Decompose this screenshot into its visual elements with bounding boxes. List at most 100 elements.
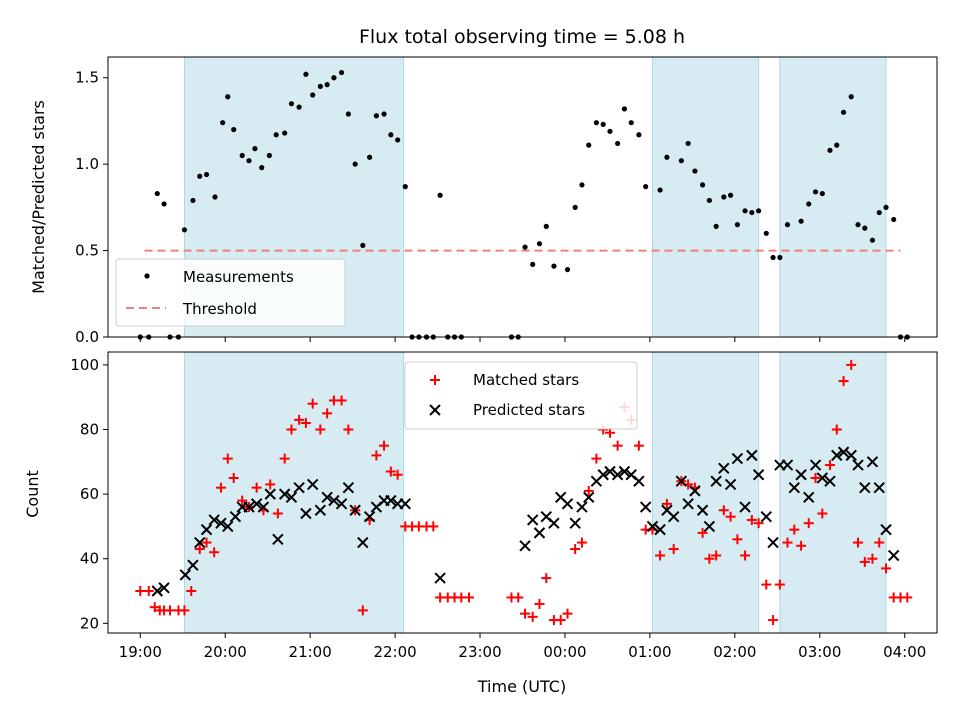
x-tick-label: 01:00	[628, 643, 671, 661]
bottom-matched-stars-point	[237, 495, 248, 506]
bottom-matched-stars-point	[838, 376, 849, 387]
bottom-predicted-stars-point	[724, 478, 737, 491]
top-measurements-point	[252, 146, 258, 152]
bottom-predicted-stars-point	[229, 511, 242, 523]
top-measurements-point	[282, 130, 288, 136]
top-measurements-point	[331, 75, 337, 81]
bottom-predicted-stars-point	[569, 517, 581, 529]
bottom-matched-stars-point	[315, 424, 326, 435]
bottom-predicted-stars-point	[866, 456, 879, 468]
bottom-matched-stars-point	[357, 605, 368, 616]
bottom-predicted-stars-point	[816, 472, 829, 484]
bottom-matched-stars-point	[371, 450, 382, 461]
top-legend-box	[115, 258, 346, 327]
top-measurements-point	[317, 83, 323, 89]
bottom-matched-stars-point	[746, 514, 757, 525]
bottom-matched-stars-point	[307, 398, 318, 409]
top-measurements-point	[310, 92, 316, 98]
bottom-predicted-stars-point	[852, 459, 864, 471]
bottom-predicted-stars-point	[760, 511, 772, 523]
top-measurements-point	[543, 223, 549, 229]
top-measurements-point	[742, 208, 748, 214]
bottom-matched-stars-point	[541, 573, 552, 584]
bottom-predicted-stars-point	[519, 540, 531, 552]
bottom-predicted-stars-point	[767, 536, 779, 549]
bottom-matched-stars-point	[251, 482, 262, 493]
bottom-matched-stars-point	[817, 508, 828, 519]
bottom-matched-stars-point	[902, 592, 913, 603]
bottom-matched-stars-point	[343, 424, 354, 435]
bottom-matched-stars-point	[165, 605, 176, 616]
bottom-matched-stars-point	[135, 586, 146, 597]
x-tick-label: 21:00	[289, 643, 332, 661]
top-measurements-point	[734, 222, 740, 228]
bottom-matched-stars-point	[222, 453, 233, 464]
top-measurements-point	[360, 242, 366, 248]
bottom-matched-stars-point	[633, 440, 644, 451]
top-measurements-point	[636, 132, 642, 138]
bottom-matched-stars-point	[591, 453, 602, 464]
top-measurements-point	[324, 82, 330, 88]
top-measurements-point	[834, 142, 840, 148]
top-measurements-point	[621, 106, 628, 112]
legend-measurements-marker	[144, 273, 150, 279]
bottom-matched-stars-point	[732, 534, 743, 545]
top-measurements-point	[600, 121, 606, 128]
bottom-matched-stars-point	[789, 524, 800, 535]
bottom-predicted-stars-point	[285, 491, 298, 504]
top-measurements-point	[607, 128, 613, 134]
top-measurements-point	[246, 158, 252, 164]
bottom-predicted-stars-point	[809, 459, 822, 471]
bottom-matched-stars-point	[392, 469, 403, 480]
top-measurements-point	[231, 126, 237, 133]
bottom-predicted-stars-point	[831, 449, 843, 462]
top-measurements-point	[437, 192, 443, 198]
bottom-matched-stars-point	[853, 537, 864, 548]
bottom-predicted-stars-point	[739, 501, 751, 513]
bottom-matched-stars-point	[186, 586, 197, 597]
top-measurements-point	[806, 201, 812, 207]
bottom-predicted-stars-point	[633, 475, 645, 487]
top-measurements-point	[203, 171, 210, 178]
bottom-matched-stars-point	[562, 608, 573, 619]
bottom-predicted-stars-point	[349, 504, 361, 516]
top-measurements-point	[713, 223, 719, 229]
top-shaded-interval	[779, 56, 887, 338]
bottom-predicted-stars-point	[526, 514, 539, 526]
bottom-matched-stars-point	[831, 424, 842, 435]
top-measurements-point	[551, 263, 557, 269]
top-measurements-point	[777, 254, 783, 261]
bottom-matched-stars-point	[725, 511, 736, 522]
bottom-y-tick-label: 80	[80, 421, 99, 439]
top-measurements-point	[220, 120, 226, 126]
top-measurements-point	[848, 94, 854, 100]
x-tick-label: 23:00	[458, 643, 501, 661]
top-measurements-point	[827, 147, 833, 153]
x-tick-label: 03:00	[798, 643, 841, 661]
top-panel: 0.0 0.5 1.0 1.5 Measurements Threshold	[75, 56, 938, 346]
bottom-predicted-stars-point	[639, 501, 652, 513]
top-measurements-point	[643, 184, 649, 190]
top-measurements-point	[819, 190, 825, 197]
bottom-matched-stars-point	[761, 579, 772, 590]
top-measurements-point	[259, 165, 265, 171]
top-axes-frame	[107, 56, 938, 338]
bottom-matched-stars-point	[718, 505, 729, 516]
bottom-matched-stars-point	[228, 472, 239, 483]
top-measurements-point	[798, 218, 804, 224]
bottom-matched-stars-point	[300, 418, 311, 429]
top-measurements-point	[727, 192, 734, 198]
top-measurements-point	[657, 187, 663, 193]
bottom-matched-stars-point	[286, 424, 297, 435]
bottom-matched-stars-point	[336, 395, 347, 406]
x-tick-label: 19:00	[119, 643, 162, 661]
top-measurements-point	[381, 111, 387, 117]
top-measurements-point	[891, 216, 897, 223]
top-measurements-point	[536, 241, 543, 247]
bottom-predicted-stars-point	[752, 469, 765, 481]
bottom-matched-stars-point	[179, 605, 190, 616]
top-measurements-point	[266, 152, 272, 159]
bottom-predicted-stars-point	[278, 488, 291, 500]
x-tick-label: 22:00	[373, 643, 416, 661]
